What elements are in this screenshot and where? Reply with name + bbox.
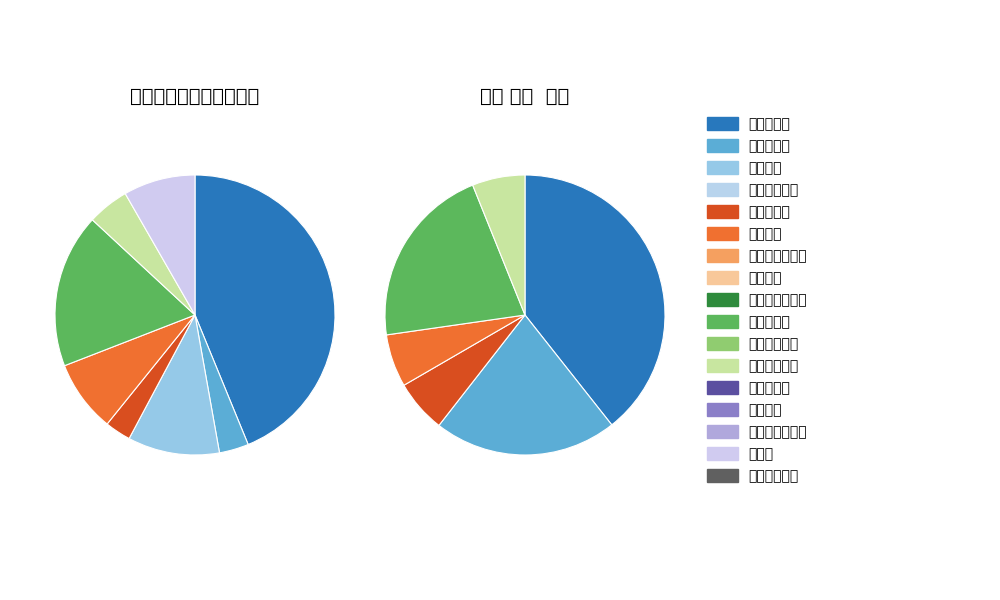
Title: パ・リーグ全プレイヤー: パ・リーグ全プレイヤー (130, 86, 260, 106)
Wedge shape (107, 315, 195, 439)
Wedge shape (92, 194, 195, 315)
Title: 今宮 健太  選手: 今宮 健太 選手 (480, 86, 570, 106)
Wedge shape (65, 315, 195, 424)
Wedge shape (125, 175, 195, 315)
Wedge shape (404, 315, 525, 425)
Wedge shape (195, 175, 335, 445)
Wedge shape (386, 315, 525, 385)
Wedge shape (55, 220, 195, 366)
Wedge shape (439, 315, 612, 455)
Wedge shape (129, 315, 220, 455)
Wedge shape (195, 315, 248, 453)
Legend: ストレート, ツーシーム, シュート, カットボール, スプリット, フォーク, チェンジアップ, シンカー, 高速スライダー, スライダー, 縦スライダー, : ストレート, ツーシーム, シュート, カットボール, スプリット, フォーク,… (707, 116, 807, 484)
Wedge shape (473, 175, 525, 315)
Wedge shape (385, 185, 525, 335)
Wedge shape (525, 175, 665, 425)
